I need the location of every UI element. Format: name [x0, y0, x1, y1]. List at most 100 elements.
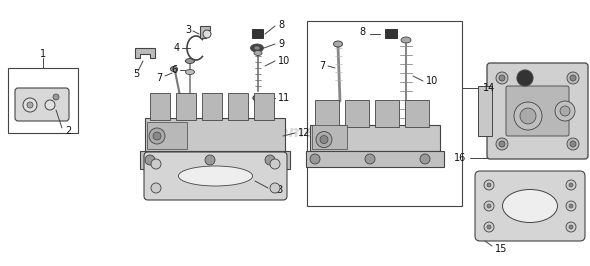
Circle shape — [487, 204, 491, 208]
Text: 9: 9 — [278, 39, 284, 49]
Ellipse shape — [254, 51, 262, 56]
Bar — [385, 29, 397, 38]
Bar — [147, 122, 187, 149]
Circle shape — [560, 106, 570, 116]
Circle shape — [499, 141, 505, 147]
Circle shape — [151, 183, 161, 193]
Text: 1: 1 — [40, 49, 46, 59]
Circle shape — [496, 138, 508, 150]
Text: 7: 7 — [319, 61, 325, 71]
Bar — [202, 93, 222, 120]
Circle shape — [567, 138, 579, 150]
FancyBboxPatch shape — [487, 63, 588, 159]
Text: 5: 5 — [133, 69, 139, 79]
Circle shape — [203, 30, 211, 38]
Bar — [310, 125, 440, 151]
Ellipse shape — [254, 46, 260, 50]
Circle shape — [205, 155, 215, 165]
Circle shape — [566, 180, 576, 190]
Ellipse shape — [251, 44, 264, 52]
FancyBboxPatch shape — [506, 86, 569, 136]
Circle shape — [484, 201, 494, 211]
Circle shape — [316, 132, 332, 148]
Text: 14: 14 — [483, 83, 495, 93]
Bar — [312, 125, 347, 149]
Text: 3: 3 — [185, 25, 191, 35]
Circle shape — [566, 201, 576, 211]
Bar — [8, 68, 78, 133]
Ellipse shape — [185, 59, 195, 64]
Text: 8: 8 — [278, 20, 284, 30]
Circle shape — [487, 183, 491, 187]
Bar — [150, 93, 170, 120]
Ellipse shape — [333, 41, 343, 47]
Circle shape — [517, 70, 533, 86]
Text: 10: 10 — [278, 56, 290, 66]
Bar — [306, 151, 444, 167]
Text: 8: 8 — [359, 27, 365, 37]
Circle shape — [265, 155, 275, 165]
Text: 6: 6 — [172, 65, 178, 75]
Circle shape — [27, 102, 33, 108]
Circle shape — [45, 100, 55, 110]
Ellipse shape — [185, 69, 195, 74]
Circle shape — [569, 183, 573, 187]
Polygon shape — [135, 48, 155, 58]
Bar — [478, 86, 492, 136]
Ellipse shape — [503, 189, 558, 222]
Circle shape — [499, 75, 505, 81]
Bar — [252, 29, 263, 38]
Text: 7: 7 — [156, 73, 162, 83]
Circle shape — [569, 225, 573, 229]
Text: 13: 13 — [272, 185, 284, 195]
Circle shape — [566, 222, 576, 232]
Text: 16: 16 — [454, 153, 466, 163]
Text: 4: 4 — [174, 43, 180, 53]
Bar — [140, 151, 290, 169]
Text: 10: 10 — [426, 76, 438, 86]
Text: 15: 15 — [495, 244, 507, 254]
Bar — [345, 100, 369, 127]
Circle shape — [496, 72, 508, 84]
Circle shape — [567, 72, 579, 84]
Bar — [228, 93, 248, 120]
Circle shape — [320, 136, 328, 144]
Ellipse shape — [171, 66, 178, 72]
Circle shape — [484, 180, 494, 190]
Text: eReplacementParts: eReplacementParts — [212, 126, 378, 140]
Bar — [307, 21, 462, 206]
Circle shape — [270, 159, 280, 169]
Circle shape — [487, 225, 491, 229]
FancyBboxPatch shape — [144, 152, 287, 200]
Circle shape — [484, 222, 494, 232]
Bar — [254, 93, 274, 120]
FancyBboxPatch shape — [475, 171, 585, 241]
Text: 11: 11 — [278, 93, 290, 103]
Circle shape — [151, 159, 161, 169]
Ellipse shape — [401, 37, 411, 43]
Circle shape — [145, 155, 155, 165]
Circle shape — [569, 204, 573, 208]
Circle shape — [270, 183, 280, 193]
Text: 12: 12 — [298, 128, 310, 138]
Circle shape — [420, 154, 430, 164]
Circle shape — [23, 98, 37, 112]
Ellipse shape — [178, 166, 253, 186]
Bar — [375, 100, 399, 127]
Circle shape — [310, 154, 320, 164]
Bar — [315, 100, 339, 127]
Circle shape — [555, 101, 575, 121]
Bar — [145, 118, 285, 151]
Circle shape — [53, 94, 59, 100]
Circle shape — [149, 128, 165, 144]
Text: 2: 2 — [65, 126, 71, 136]
FancyBboxPatch shape — [15, 88, 69, 121]
Circle shape — [570, 75, 576, 81]
Polygon shape — [200, 26, 210, 38]
Bar — [405, 100, 429, 127]
Circle shape — [514, 102, 542, 130]
Circle shape — [570, 141, 576, 147]
Circle shape — [153, 132, 161, 140]
Circle shape — [520, 108, 536, 124]
Bar — [176, 93, 196, 120]
